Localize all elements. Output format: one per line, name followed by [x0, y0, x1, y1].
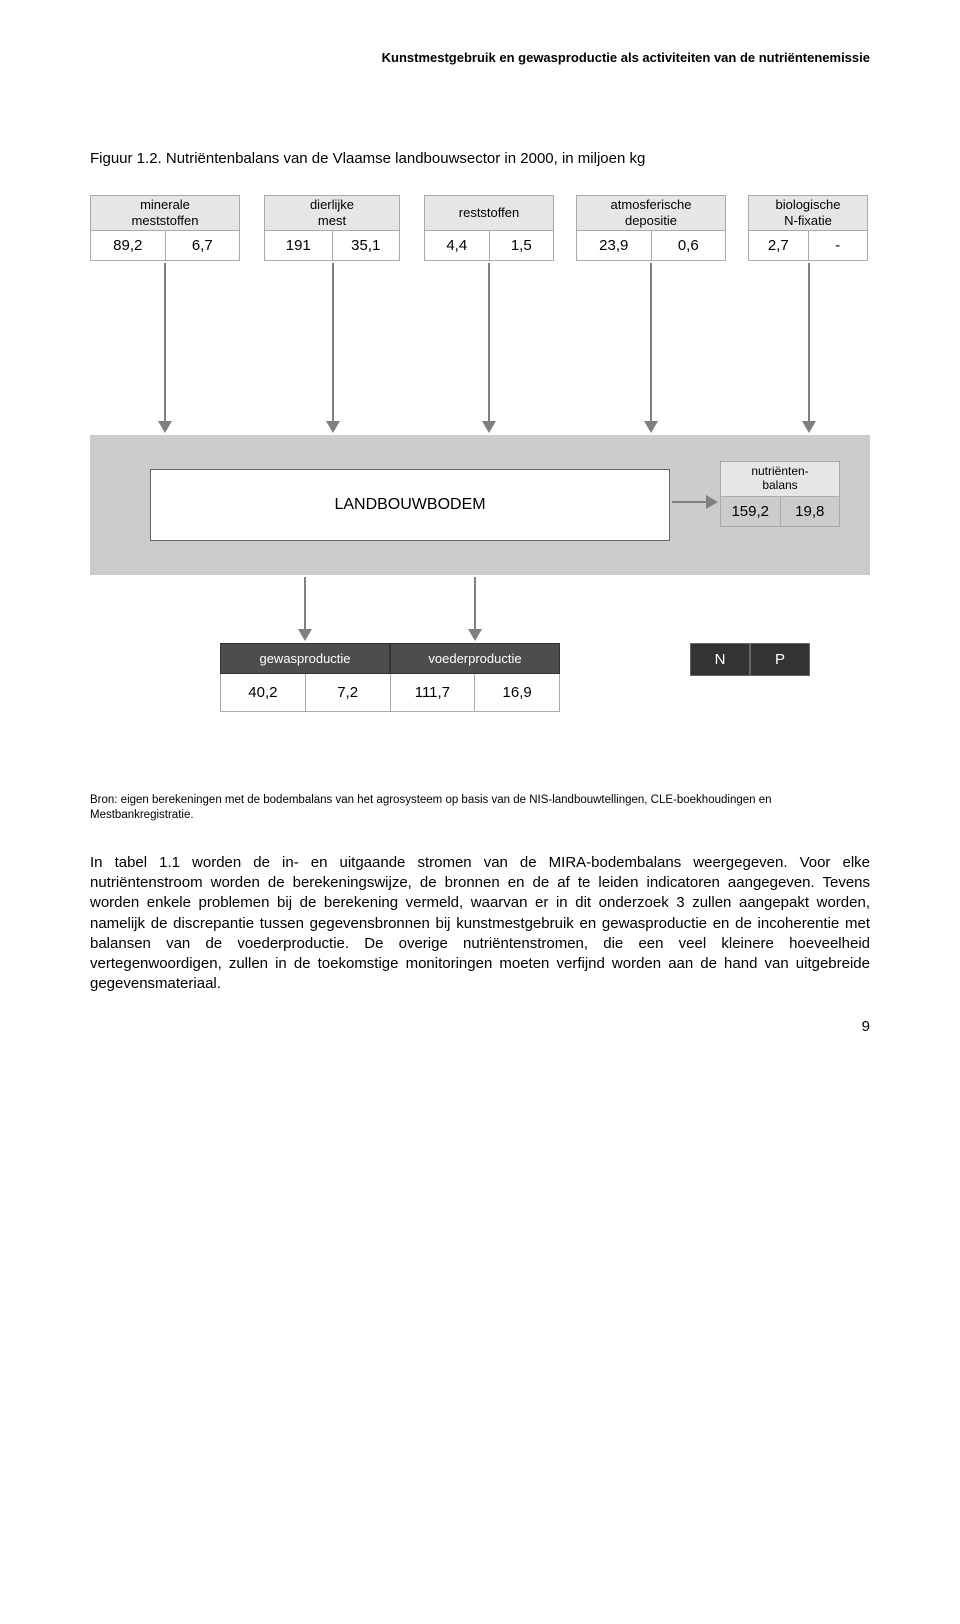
arrow-down: [488, 263, 490, 433]
running-head: Kunstmestgebruik en gewasproductie als a…: [382, 50, 870, 65]
np-legend: N P: [690, 643, 810, 676]
arrow-down: [650, 263, 652, 433]
landbouwbodem-box: LANDBOUWBODEM: [150, 469, 670, 541]
arrow-down: [474, 577, 476, 641]
input-value-p: 0,6: [652, 231, 727, 261]
page: Kunstmestgebruik en gewasproductie als a…: [0, 0, 960, 1075]
arrow-down: [332, 263, 334, 433]
balance-value-n: 159,2: [721, 497, 781, 527]
np-n: N: [690, 643, 750, 676]
input-value-n: 89,2: [91, 231, 166, 261]
body-paragraph: In tabel 1.1 worden de in- en uitgaande …: [90, 853, 870, 995]
input-value-n: 4,4: [425, 231, 490, 261]
input-value-p: 35,1: [333, 231, 401, 261]
nutrient-balance-header: nutriënten- balans: [720, 461, 840, 497]
input-box-dierlijke: dierlijke mest 191 35,1: [264, 195, 400, 261]
source-note: Bron: eigen berekeningen met de bodembal…: [90, 793, 870, 823]
input-value-p: 1,5: [490, 231, 555, 261]
np-p: P: [750, 643, 810, 676]
input-box-minerale: minerale meststoffen 89,2 6,7: [90, 195, 240, 261]
input-value-n: 23,9: [577, 231, 652, 261]
arrow-down: [164, 263, 166, 433]
input-value-p: -: [809, 231, 869, 261]
input-value-n: 191: [265, 231, 333, 261]
nutrient-balance-box: nutriënten- balans 159,2 19,8: [720, 461, 840, 527]
gewas-p: 7,2: [306, 674, 391, 712]
input-header: dierlijke mest: [264, 195, 400, 231]
diagram: minerale meststoffen 89,2 6,7 dierlijke …: [90, 195, 870, 785]
input-value-p: 6,7: [166, 231, 241, 261]
input-box-atmosferische: atmosferische depositie 23,9 0,6: [576, 195, 726, 261]
arrow-right: [672, 495, 718, 509]
input-header: biologische N-fixatie: [748, 195, 868, 231]
input-box-reststoffen: reststoffen 4,4 1,5: [424, 195, 554, 261]
voederproductie-header: voederproductie: [390, 643, 560, 674]
page-number: 9: [862, 1018, 870, 1035]
input-header: atmosferische depositie: [576, 195, 726, 231]
figure-title: Figuur 1.2. Nutriëntenbalans van de Vlaa…: [90, 150, 870, 167]
input-box-biologische: biologische N-fixatie 2,7 -: [748, 195, 868, 261]
input-header: minerale meststoffen: [90, 195, 240, 231]
voeder-p: 16,9: [475, 674, 560, 712]
gewasproductie-header: gewasproductie: [220, 643, 390, 674]
input-header: reststoffen: [424, 195, 554, 231]
balance-value-p: 19,8: [781, 497, 841, 527]
voeder-n: 111,7: [391, 674, 476, 712]
arrow-down: [304, 577, 306, 641]
input-value-n: 2,7: [749, 231, 809, 261]
gewas-n: 40,2: [221, 674, 306, 712]
arrow-down: [808, 263, 810, 433]
production-box: gewasproductie voederproductie 40,2 7,2 …: [220, 643, 560, 712]
